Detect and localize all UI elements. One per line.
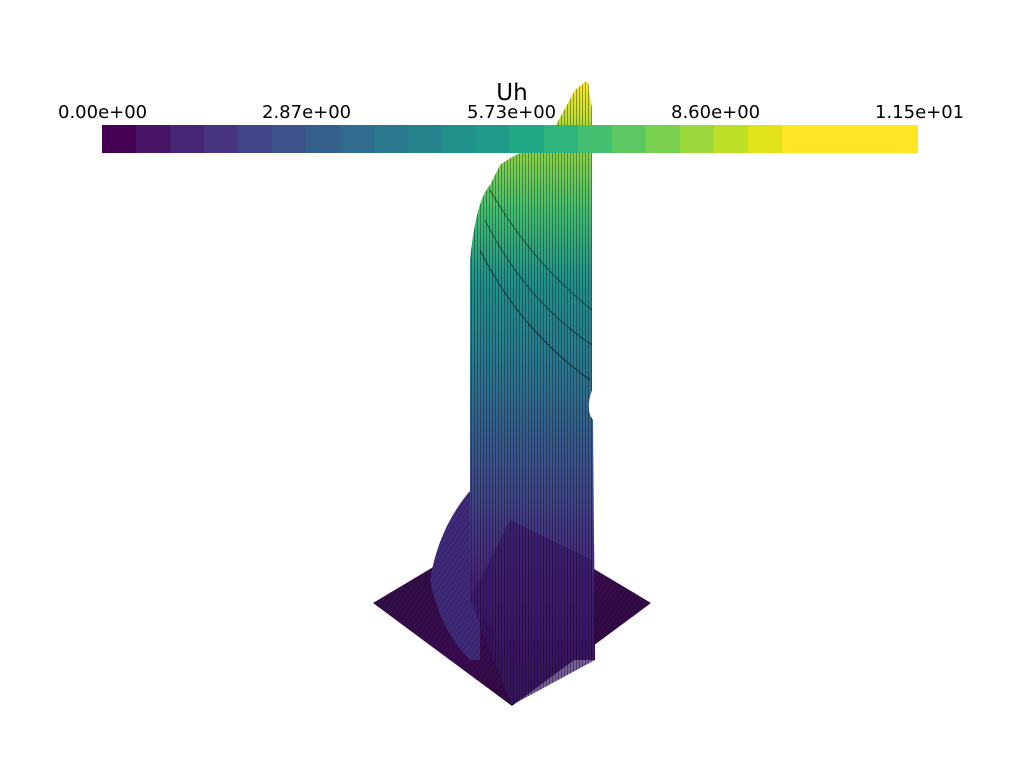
colorbar-segment-12 xyxy=(510,125,544,153)
colorbar-segment-21 xyxy=(816,125,850,153)
colorbar-segment-5 xyxy=(272,125,306,153)
skirt-surface xyxy=(430,480,480,660)
colorbar-segment-16 xyxy=(646,125,680,153)
colorbar-segment-6 xyxy=(306,125,340,153)
colorbar-tick-3: 8.60e+00 xyxy=(671,102,761,123)
colorbar-segment-13 xyxy=(544,125,578,153)
colorbar-title: Uh xyxy=(496,80,528,106)
colorbar-segment-23 xyxy=(884,125,918,153)
colorbar-tick-1: 2.87e+00 xyxy=(262,102,352,123)
colorbar-segment-10 xyxy=(442,125,476,153)
colorbar-segment-22 xyxy=(850,125,884,153)
front-wedge xyxy=(470,520,595,705)
colorbar-tick-2: 5.73e+00 xyxy=(467,102,557,123)
colorbar-segment-15 xyxy=(612,125,646,153)
colorbar-segment-8 xyxy=(374,125,408,153)
colorbar-segment-7 xyxy=(340,125,374,153)
colorbar-tick-4: 1.15e+01 xyxy=(875,102,965,123)
colorbar-segment-0 xyxy=(102,125,136,153)
colorbar-segment-9 xyxy=(408,125,442,153)
colorbar-segment-19 xyxy=(748,125,782,153)
colorbar-segment-11 xyxy=(476,125,510,153)
colorbar xyxy=(102,125,918,153)
colorbar-segment-20 xyxy=(782,125,816,153)
colorbar-segment-17 xyxy=(680,125,714,153)
colorbar-segment-3 xyxy=(204,125,238,153)
colorbar-segment-18 xyxy=(714,125,748,153)
colorbar-segment-14 xyxy=(578,125,612,153)
colorbar-tick-0: 0.00e+00 xyxy=(58,102,148,123)
colorbar-segment-1 xyxy=(136,125,170,153)
colorbar-segment-2 xyxy=(170,125,204,153)
colorbar-segment-4 xyxy=(238,125,272,153)
